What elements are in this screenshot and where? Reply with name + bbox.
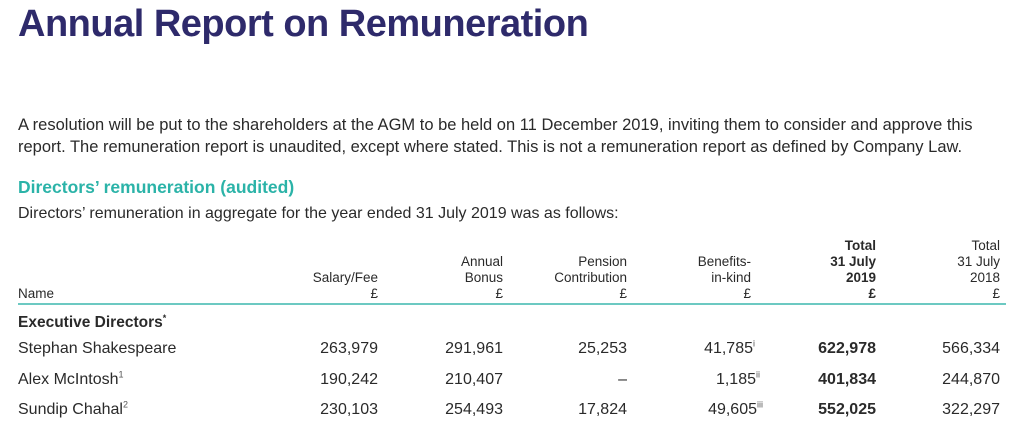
row-total-2018: 322,297 xyxy=(942,401,1000,418)
row-benefits: 41,785i xyxy=(704,339,755,359)
row-salary: 230,103 xyxy=(320,401,378,418)
header-pension-unit: £ xyxy=(619,286,627,301)
header-pension-line1: Pension xyxy=(578,254,627,269)
header-total2018-line2: 31 July xyxy=(957,254,1000,269)
section-subheading: Directors’ remuneration in aggregate for… xyxy=(18,205,619,222)
row-total-2018: 244,870 xyxy=(942,371,1000,388)
header-bonus-unit: £ xyxy=(495,286,503,301)
header-divider xyxy=(18,303,1006,305)
header-benefits-line2: in-kind xyxy=(711,270,751,285)
header-total2019-line3: 2019 xyxy=(845,270,876,285)
header-benefits-unit: £ xyxy=(743,286,751,301)
row-name: Alex McIntosh1 xyxy=(18,370,124,390)
row-total-2019: 401,834 xyxy=(818,371,876,388)
row-bonus: 254,493 xyxy=(445,401,503,418)
row-pension: – xyxy=(618,371,627,388)
row-benefits-note: iii xyxy=(757,399,763,410)
row-bonus: 291,961 xyxy=(445,340,503,357)
group-label-executive-directors: Executive Directors* xyxy=(18,313,166,333)
row-bonus: 210,407 xyxy=(445,371,503,388)
row-total-2018: 566,334 xyxy=(942,340,1000,357)
header-total2019-line2: 31 July xyxy=(830,254,876,269)
row-name-text: Sundip Chahal xyxy=(18,401,123,418)
row-benefits-value: 41,785 xyxy=(704,340,753,357)
header-total2018-line1: Total xyxy=(971,238,1000,253)
section-heading: Directors’ remuneration (audited) xyxy=(18,177,295,197)
header-total2018-unit: £ xyxy=(992,286,1000,301)
row-salary: 263,979 xyxy=(320,340,378,357)
row-salary: 190,242 xyxy=(320,371,378,388)
row-benefits: 49,605iii xyxy=(708,400,763,420)
group-label-marker: * xyxy=(162,312,167,323)
group-label-text: Executive Directors xyxy=(18,314,163,331)
header-total2019-line1: Total xyxy=(844,238,876,253)
header-total2019-unit: £ xyxy=(868,286,876,301)
header-bonus-line1: Annual xyxy=(460,254,503,269)
header-salary-unit: £ xyxy=(370,286,378,301)
row-pension: 25,253 xyxy=(578,340,627,357)
row-benefits-note: i xyxy=(753,338,755,349)
header-salary-line1: Salary/Fee xyxy=(312,270,378,285)
intro-paragraph: A resolution will be put to the sharehol… xyxy=(18,116,973,156)
row-name-note: 2 xyxy=(122,399,128,410)
row-name: Stephan Shakespeare xyxy=(18,339,176,359)
row-total-2019: 552,025 xyxy=(818,401,876,418)
header-bonus-line2: Bonus xyxy=(464,270,503,285)
row-benefits-value: 49,605 xyxy=(708,401,757,418)
header-pension-line2: Contribution xyxy=(554,270,627,285)
row-name-note: 1 xyxy=(118,369,124,380)
row-pension: 17,824 xyxy=(578,401,627,418)
header-benefits-line1: Benefits- xyxy=(697,254,751,269)
header-name: Name xyxy=(18,286,55,301)
header-total2018-line3: 2018 xyxy=(969,270,1000,285)
row-total-2019: 622,978 xyxy=(818,340,876,357)
page-title: Annual Report on Remuneration xyxy=(18,3,589,45)
row-name: Sundip Chahal2 xyxy=(18,400,128,420)
row-benefits-value: 1,185 xyxy=(715,371,756,388)
row-benefits-note: ii xyxy=(756,369,760,380)
row-benefits: 1,185ii xyxy=(716,370,760,390)
row-name-text: Stephan Shakespeare xyxy=(18,340,177,357)
row-name-text: Alex McIntosh xyxy=(18,371,119,388)
